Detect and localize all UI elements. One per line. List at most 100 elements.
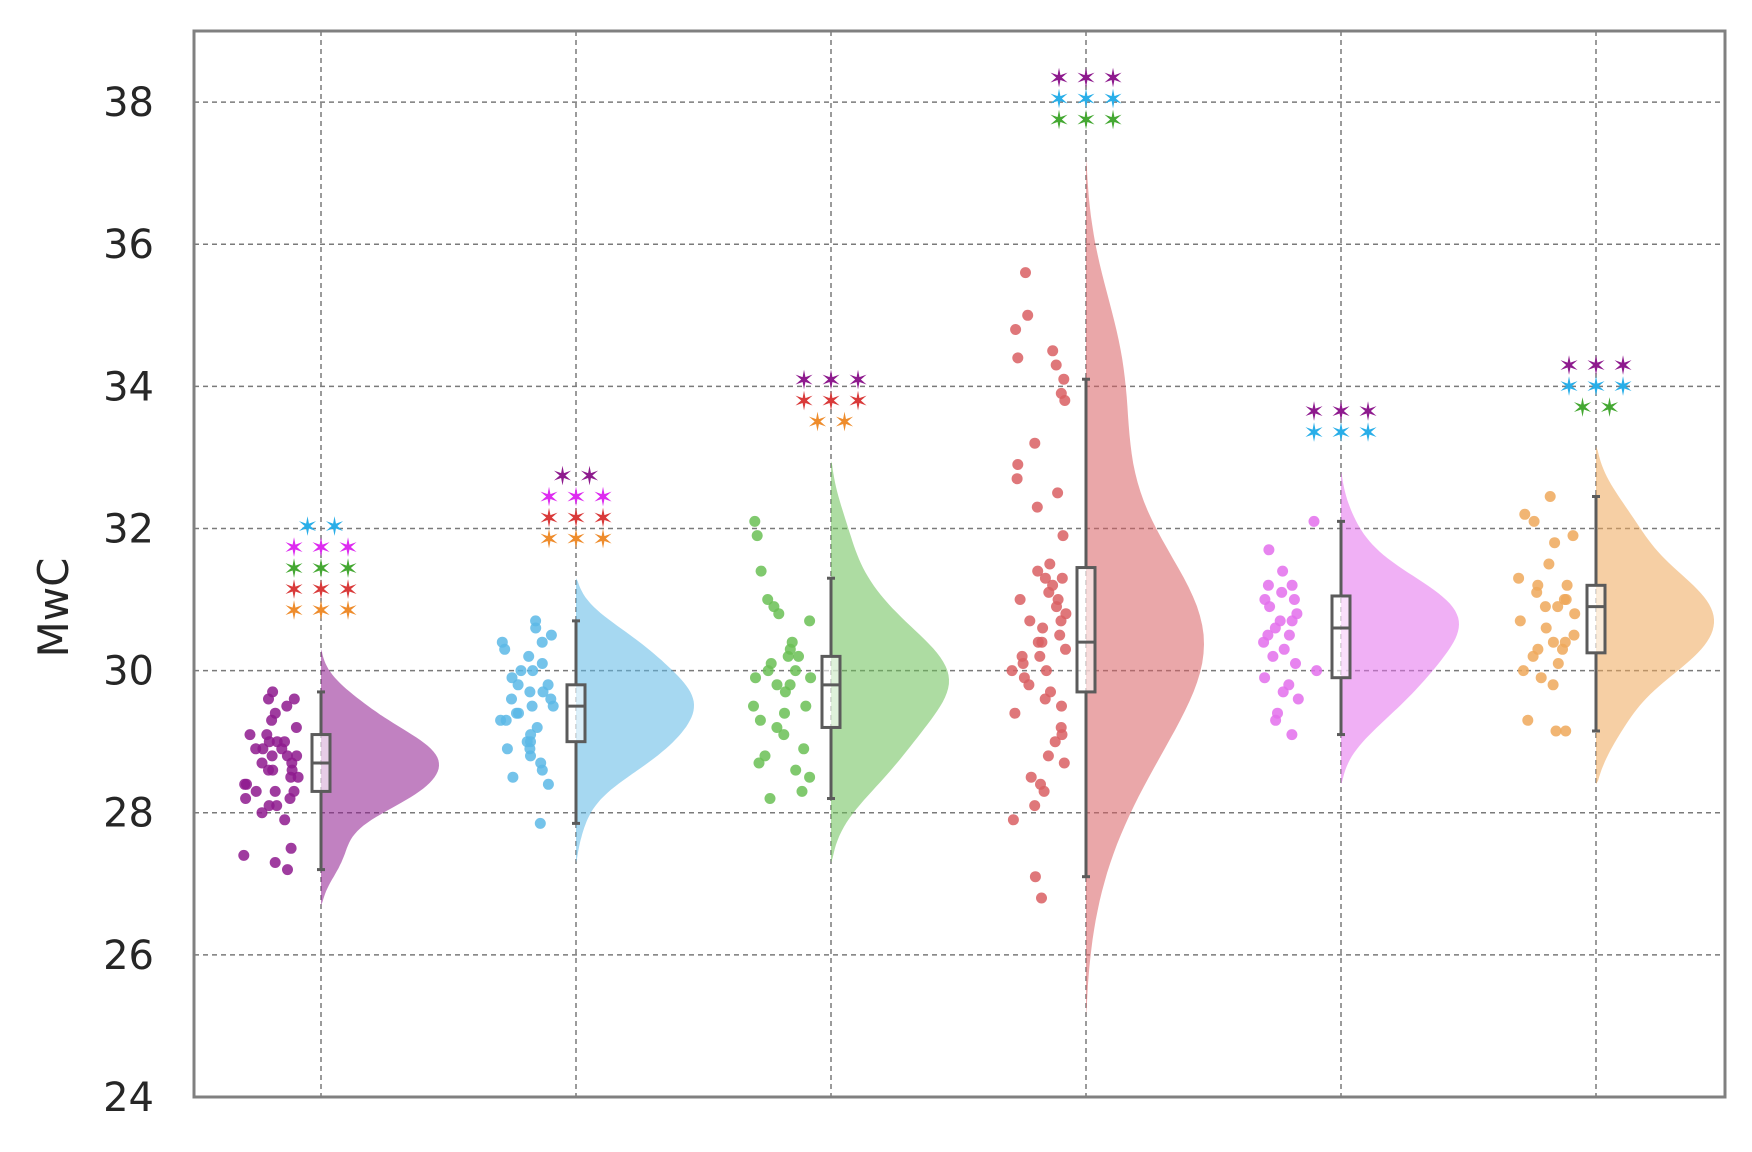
data-point [1055, 615, 1067, 627]
data-point [524, 686, 536, 698]
data-point [263, 800, 275, 812]
data-point [239, 778, 251, 790]
density-cloud [1341, 471, 1459, 785]
data-point [1029, 871, 1041, 883]
data-point [1017, 658, 1029, 669]
data-point [1011, 473, 1023, 485]
data-point [525, 750, 536, 762]
data-point [1007, 814, 1019, 826]
data-point [507, 771, 519, 783]
significance-star: ✶ [538, 483, 560, 513]
significance-star: ✶ [1612, 373, 1634, 403]
significance-star: ✶ [847, 387, 869, 417]
data-point [1568, 629, 1580, 641]
data-point [1288, 594, 1300, 605]
data-point [1047, 345, 1059, 357]
significance-star: ✶ [1330, 398, 1352, 428]
significance-star: ✶ [592, 504, 614, 534]
data-point [263, 693, 274, 705]
significance-star: ✶ [337, 533, 359, 563]
data-point [1517, 665, 1529, 677]
data-point [1540, 622, 1552, 634]
significance-star: ✶ [1102, 64, 1124, 94]
data-point [1311, 665, 1323, 677]
data-point [1514, 615, 1526, 627]
data-point [256, 807, 268, 819]
y-tick-label: 36 [103, 222, 154, 268]
data-point [1031, 501, 1043, 513]
data-point [1010, 324, 1022, 335]
data-point [240, 793, 252, 804]
significance-star: ✶ [337, 596, 359, 626]
data-point [523, 650, 535, 662]
data-point [256, 757, 268, 769]
data-point [531, 722, 543, 733]
significance-star: ✶ [283, 554, 305, 584]
box-iqr [820, 654, 842, 729]
data-point [1286, 729, 1298, 741]
y-tick-label: 24 [103, 1075, 154, 1121]
data-point [269, 785, 281, 797]
data-point [1034, 650, 1046, 662]
data-point [1522, 714, 1534, 726]
data-point [779, 707, 790, 719]
data-point [804, 615, 816, 627]
significance-star: ✶ [310, 554, 332, 584]
y-tick-label: 28 [103, 791, 154, 837]
significance-star: ✶ [1048, 64, 1070, 94]
data-point [1528, 515, 1540, 527]
data-point [1543, 558, 1555, 570]
significance-star: ✶ [324, 512, 346, 542]
data-point [288, 693, 300, 705]
data-point [1290, 658, 1301, 669]
data-point [257, 743, 269, 755]
data-point [782, 650, 794, 662]
data-point [748, 700, 759, 712]
data-point [530, 622, 542, 634]
data-point [1056, 572, 1068, 584]
significance-star: ✶ [1102, 106, 1124, 136]
scatter-points [238, 267, 1581, 904]
data-point [1569, 608, 1581, 620]
data-point [282, 864, 293, 876]
data-point [1550, 725, 1562, 737]
data-point [250, 785, 262, 797]
significance-star: ✶ [310, 596, 332, 626]
data-point [1038, 785, 1050, 797]
data-point [1277, 565, 1289, 577]
data-point [279, 814, 291, 826]
data-point [1057, 530, 1069, 542]
density-cloud [1086, 158, 1204, 1016]
data-point [1539, 601, 1551, 613]
data-point [1567, 530, 1579, 542]
significance-star: ✶ [283, 533, 305, 563]
box-plots [310, 377, 1607, 879]
data-point [281, 700, 293, 712]
data-point [796, 785, 808, 797]
significance-star: ✶ [1303, 398, 1325, 428]
significance-star: ✶ [1075, 64, 1097, 94]
data-point [1040, 665, 1052, 677]
significance-star: ✶ [793, 387, 815, 417]
data-point [285, 842, 297, 854]
data-point [1269, 622, 1281, 634]
data-point [536, 658, 548, 669]
data-point [1051, 601, 1062, 613]
data-point [1020, 267, 1031, 279]
data-point [500, 714, 512, 726]
data-point [1023, 679, 1035, 691]
data-point [762, 665, 774, 677]
data-point [1513, 572, 1525, 584]
data-point [798, 743, 810, 755]
data-point [1561, 579, 1573, 591]
data-point [512, 679, 524, 691]
data-point [1009, 707, 1021, 719]
significance-star: ✶ [1558, 373, 1580, 403]
density-cloud [1596, 446, 1714, 785]
significance-star: ✶ [297, 512, 319, 542]
significance-star: ✶ [1330, 419, 1352, 449]
data-point [1552, 601, 1564, 613]
data-point [754, 714, 766, 726]
data-point [1519, 508, 1531, 520]
data-point [778, 729, 790, 741]
